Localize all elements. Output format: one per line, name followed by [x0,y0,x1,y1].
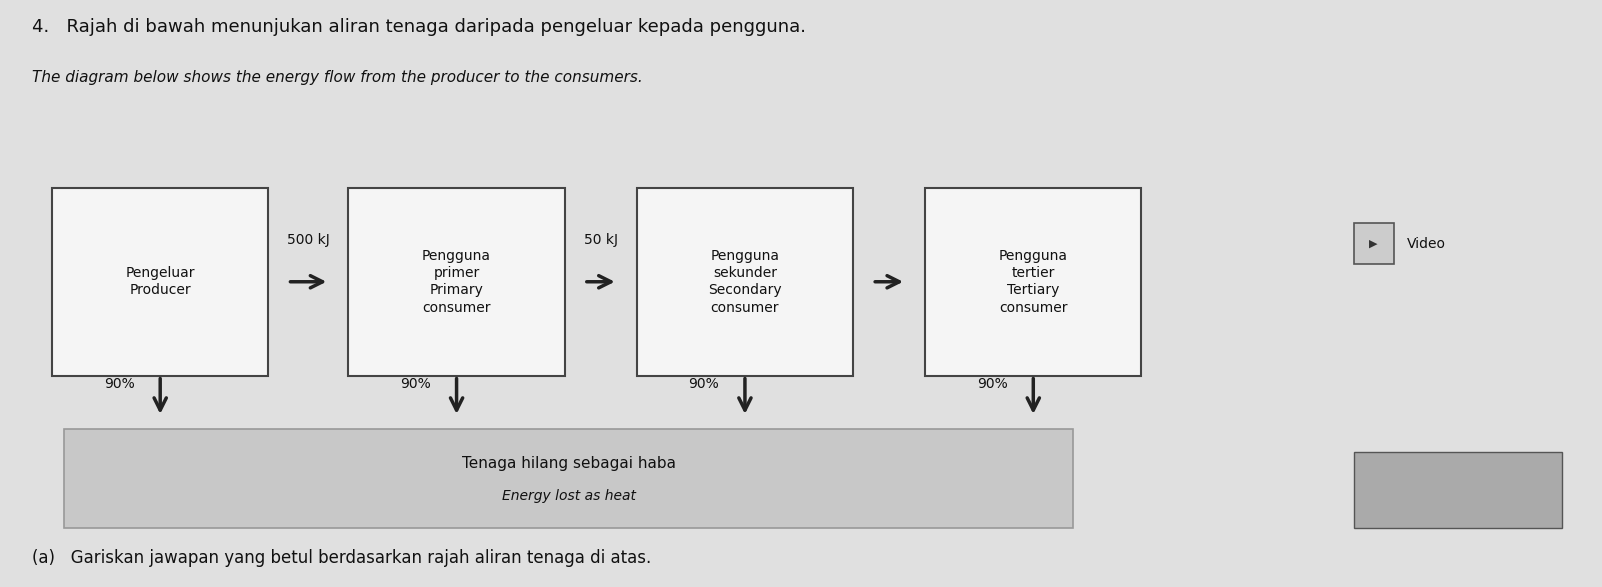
Text: Video: Video [1407,237,1445,251]
Text: Energy lost as heat: Energy lost as heat [501,489,636,503]
FancyBboxPatch shape [638,188,852,376]
Text: 90%: 90% [104,377,135,392]
FancyBboxPatch shape [348,188,564,376]
Text: ▶: ▶ [1370,238,1378,249]
Text: Tenaga hilang sebagai haba: Tenaga hilang sebagai haba [461,456,676,471]
FancyBboxPatch shape [1354,223,1394,264]
Text: (a)   Gariskan jawapan yang betul berdasarkan rajah aliran tenaga di atas.: (a) Gariskan jawapan yang betul berdasar… [32,549,652,567]
FancyBboxPatch shape [51,188,269,376]
Text: 50 kJ: 50 kJ [583,232,618,247]
Text: 500 kJ: 500 kJ [287,232,330,247]
FancyBboxPatch shape [64,429,1073,528]
Text: Pengguna
sekunder
Secondary
consumer: Pengguna sekunder Secondary consumer [708,249,782,315]
Text: 90%: 90% [977,377,1008,392]
Text: Pengguna
tertier
Tertiary
consumer: Pengguna tertier Tertiary consumer [998,249,1069,315]
Text: Pengguna
primer
Primary
consumer: Pengguna primer Primary consumer [421,249,492,315]
Text: Pengeluar
Producer: Pengeluar Producer [125,266,195,298]
Text: The diagram below shows the energy flow from the producer to the consumers.: The diagram below shows the energy flow … [32,70,642,86]
Text: 4.   Rajah di bawah menunjukan aliran tenaga daripada pengeluar kepada pengguna.: 4. Rajah di bawah menunjukan aliran tena… [32,18,806,36]
Text: 90%: 90% [689,377,719,392]
FancyBboxPatch shape [926,188,1141,376]
FancyBboxPatch shape [1354,452,1562,528]
Text: 90%: 90% [400,377,431,392]
